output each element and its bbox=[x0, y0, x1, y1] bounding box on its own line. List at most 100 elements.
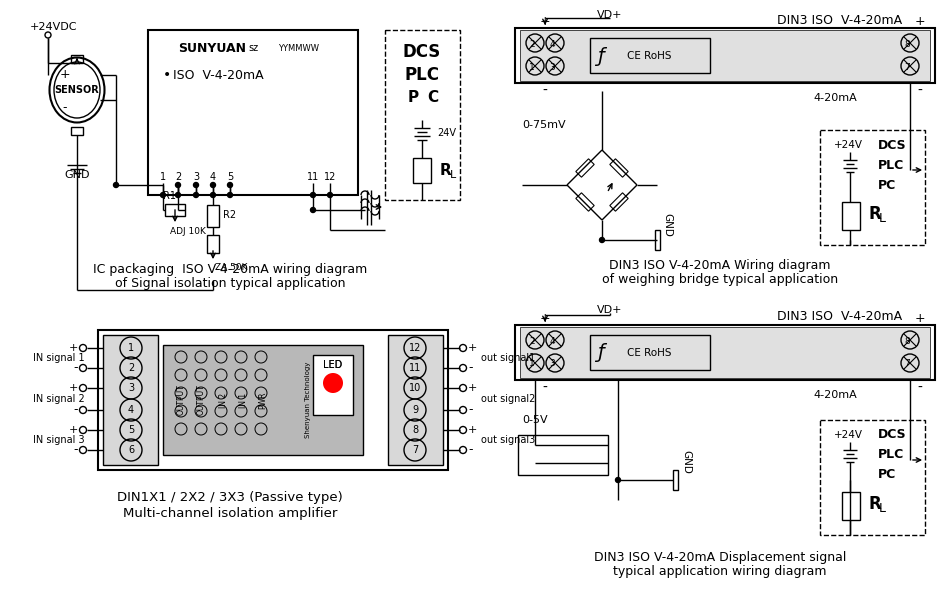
Text: PLC: PLC bbox=[877, 158, 903, 172]
Bar bbox=[589, 38, 709, 73]
Circle shape bbox=[311, 193, 315, 198]
Text: of Signal isolation typical application: of Signal isolation typical application bbox=[114, 277, 345, 291]
Text: +: + bbox=[69, 343, 78, 353]
Text: sz: sz bbox=[247, 43, 258, 53]
Text: 1: 1 bbox=[127, 343, 134, 353]
Text: +: + bbox=[59, 68, 70, 80]
Text: +24V: +24V bbox=[833, 430, 862, 440]
Text: IN signal 3: IN signal 3 bbox=[33, 435, 85, 445]
Text: 3: 3 bbox=[548, 359, 554, 368]
Text: DIN3 ISO  V-4-20mA: DIN3 ISO V-4-20mA bbox=[777, 13, 902, 27]
Text: 2: 2 bbox=[127, 363, 134, 373]
Circle shape bbox=[194, 193, 198, 198]
Text: 0-75mV: 0-75mV bbox=[521, 120, 565, 130]
Text: +: + bbox=[69, 425, 78, 435]
Bar bbox=[672, 470, 677, 490]
Text: 7: 7 bbox=[903, 359, 909, 368]
Bar bbox=[165, 204, 185, 216]
Circle shape bbox=[323, 373, 343, 393]
Text: 8: 8 bbox=[412, 425, 417, 435]
Polygon shape bbox=[575, 159, 594, 177]
Text: R: R bbox=[868, 205, 880, 223]
Text: -: - bbox=[467, 443, 472, 457]
Text: •: • bbox=[162, 68, 171, 82]
Text: PC: PC bbox=[877, 469, 895, 481]
Text: +: + bbox=[467, 343, 477, 353]
Text: 6: 6 bbox=[127, 445, 134, 455]
Text: 5: 5 bbox=[127, 425, 134, 435]
Text: CE RoHS: CE RoHS bbox=[626, 348, 671, 358]
Text: 4: 4 bbox=[548, 39, 554, 48]
Text: 1: 1 bbox=[529, 359, 534, 368]
Bar bbox=[312, 355, 353, 415]
Circle shape bbox=[615, 478, 620, 483]
Text: PLC: PLC bbox=[404, 66, 439, 84]
Circle shape bbox=[176, 193, 180, 198]
Circle shape bbox=[228, 193, 232, 198]
Text: out signal2: out signal2 bbox=[480, 394, 535, 404]
Text: 7: 7 bbox=[903, 62, 909, 71]
Text: R1: R1 bbox=[163, 191, 177, 201]
Bar bbox=[514, 325, 934, 380]
Text: ISO  V-4-20mA: ISO V-4-20mA bbox=[173, 68, 263, 82]
Text: -: - bbox=[74, 362, 78, 374]
Circle shape bbox=[160, 193, 165, 198]
Text: R: R bbox=[440, 162, 451, 178]
Text: 2: 2 bbox=[175, 172, 181, 182]
Text: IN 1: IN 1 bbox=[238, 393, 247, 408]
Text: ƒ: ƒ bbox=[597, 344, 603, 362]
Text: 4-20mA: 4-20mA bbox=[812, 93, 856, 103]
Text: ƒ: ƒ bbox=[597, 47, 603, 65]
Circle shape bbox=[598, 237, 604, 242]
Text: out signal1: out signal1 bbox=[480, 353, 534, 363]
Text: 3: 3 bbox=[193, 172, 199, 182]
Bar bbox=[589, 335, 709, 370]
Text: 4: 4 bbox=[127, 405, 134, 415]
Text: R2: R2 bbox=[223, 210, 236, 220]
Text: 12: 12 bbox=[324, 172, 336, 182]
Text: 2: 2 bbox=[529, 39, 534, 48]
Text: +: + bbox=[914, 312, 924, 324]
Bar bbox=[71, 55, 83, 63]
Text: -: - bbox=[542, 84, 547, 98]
Text: IN signal 2: IN signal 2 bbox=[33, 394, 85, 404]
Text: DCS: DCS bbox=[877, 138, 905, 152]
Bar bbox=[517, 435, 607, 475]
Text: DIN3 ISO V-4-20mA Displacement signal: DIN3 ISO V-4-20mA Displacement signal bbox=[593, 551, 845, 565]
Text: SENSOR: SENSOR bbox=[55, 85, 99, 95]
Text: PC: PC bbox=[877, 179, 895, 191]
Text: -: - bbox=[917, 381, 921, 395]
Text: 11: 11 bbox=[307, 172, 319, 182]
Text: L: L bbox=[878, 213, 885, 225]
Text: LED: LED bbox=[323, 360, 343, 370]
Text: 2: 2 bbox=[529, 336, 534, 345]
Text: +: + bbox=[539, 14, 549, 28]
Text: ADJ 10K: ADJ 10K bbox=[170, 228, 206, 237]
Text: 3: 3 bbox=[127, 383, 134, 393]
Text: IN 2: IN 2 bbox=[218, 393, 228, 408]
Text: +24V: +24V bbox=[833, 140, 862, 150]
Text: 12: 12 bbox=[409, 343, 421, 353]
Text: VD+: VD+ bbox=[597, 305, 622, 315]
Circle shape bbox=[211, 193, 215, 198]
Bar bbox=[519, 30, 929, 81]
Text: GND: GND bbox=[64, 170, 90, 180]
Bar bbox=[103, 335, 158, 465]
Text: OUTPUT: OUTPUT bbox=[177, 385, 185, 416]
Circle shape bbox=[176, 182, 180, 187]
Text: Shenyuan Technology: Shenyuan Technology bbox=[305, 362, 311, 438]
Bar bbox=[207, 205, 219, 227]
Text: 10: 10 bbox=[409, 383, 421, 393]
Text: -: - bbox=[74, 443, 78, 457]
Text: OUTPUT: OUTPUT bbox=[196, 385, 205, 416]
Text: IN signal 1: IN signal 1 bbox=[33, 353, 85, 363]
Bar bbox=[514, 28, 934, 83]
Polygon shape bbox=[575, 193, 594, 211]
Text: R: R bbox=[868, 495, 880, 513]
Bar bbox=[413, 158, 430, 183]
Text: DCS: DCS bbox=[877, 428, 905, 442]
Circle shape bbox=[113, 182, 118, 187]
Circle shape bbox=[311, 208, 315, 213]
Text: VD+: VD+ bbox=[597, 10, 622, 20]
Text: DCS: DCS bbox=[402, 43, 441, 61]
